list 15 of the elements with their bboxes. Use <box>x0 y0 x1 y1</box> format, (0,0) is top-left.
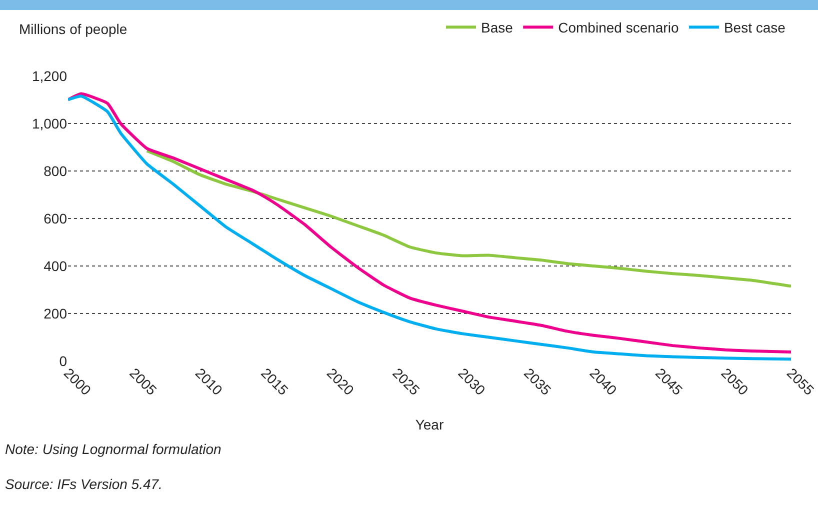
y-tick-label: 0 <box>59 352 68 369</box>
legend-label: Base <box>481 20 514 36</box>
source-note: Source: IFs Version 5.47. <box>5 476 162 492</box>
y-tick-label: 800 <box>44 162 68 179</box>
y-tick-label: 1,200 <box>32 68 68 84</box>
y-tick-label: 1,000 <box>32 115 68 132</box>
legend-label: Combined scenario <box>558 20 679 36</box>
y-tick-label: 200 <box>44 305 68 322</box>
y-axis-title: Millions of people <box>19 21 128 37</box>
text: Note: Using Lognormal formulation <box>5 441 222 457</box>
legend-label: Best case <box>724 20 786 36</box>
y-tick-label: 600 <box>44 210 68 226</box>
line-series <box>145 149 791 288</box>
x-axis-title: Year <box>415 416 444 433</box>
y-tick-label: 400 <box>44 258 68 274</box>
